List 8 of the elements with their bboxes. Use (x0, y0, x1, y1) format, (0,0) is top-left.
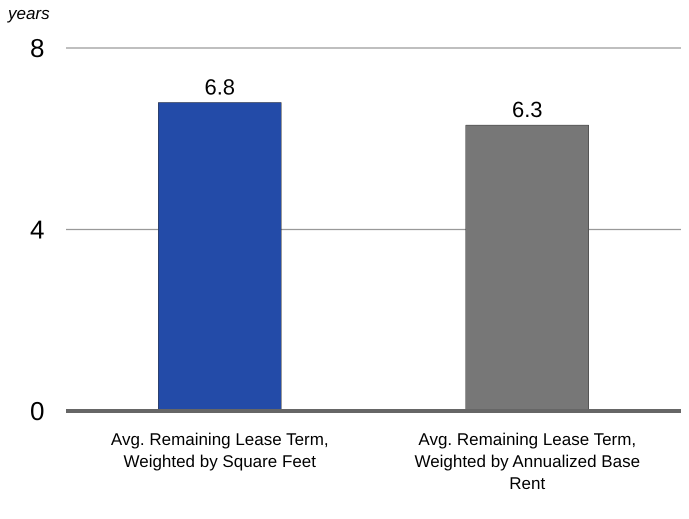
data-label: 6.3 (512, 97, 543, 122)
x-tick-label: Avg. Remaining Lease Term, Weighted by Square Feet (110, 430, 329, 472)
x-tick-label: Avg. Remaining Lease Term, Weighted by Annualized Base Rent (414, 430, 640, 494)
data-label: 6.8 (204, 74, 236, 100)
y-tick-label: 8 (30, 33, 44, 64)
y-tick-label: 0 (30, 396, 44, 426)
y-axis-title: years (8, 4, 50, 24)
y-tick-label: 4 (30, 214, 44, 245)
